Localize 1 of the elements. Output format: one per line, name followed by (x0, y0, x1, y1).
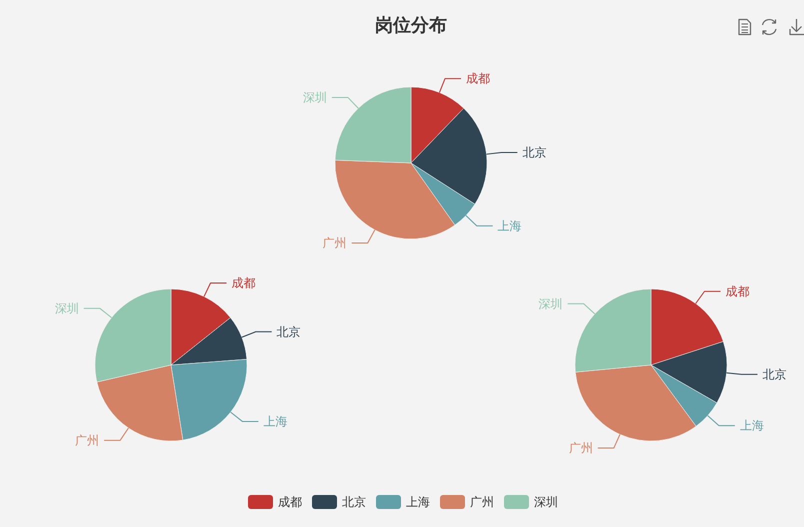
title: 岗位分布 (375, 15, 447, 35)
